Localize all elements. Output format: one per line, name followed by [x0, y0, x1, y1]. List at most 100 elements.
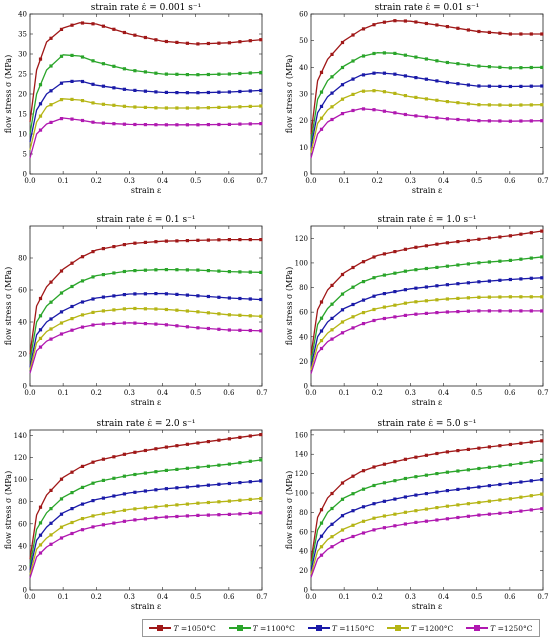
data-point [80, 118, 85, 123]
data-point [456, 26, 460, 30]
data-point [143, 506, 147, 510]
data-point [91, 514, 95, 518]
data-point [122, 87, 126, 91]
y-tick-label: 40 [18, 11, 27, 19]
data-point [206, 483, 210, 487]
chart-panel-2: strain rate ε̇ = 0.01 s⁻¹ 0.0 0.1 0.2 0.3 0.4… [285, 3, 549, 195]
legend-swatch-1050 [149, 624, 172, 632]
data-point [164, 504, 168, 508]
data-point [540, 119, 544, 123]
data-point [414, 245, 418, 249]
data-point [540, 32, 544, 36]
data-point [133, 122, 137, 127]
data-point [424, 453, 428, 457]
data-point [435, 490, 439, 494]
data-point [112, 86, 116, 90]
series-line-1 [29, 54, 263, 135]
x-tick-label: 0.5 [190, 389, 201, 397]
data-point [122, 492, 126, 496]
data-point [466, 468, 470, 472]
y-tick-label: 40 [18, 542, 27, 550]
data-point [361, 54, 366, 58]
data-point [227, 296, 231, 300]
data-point [217, 327, 221, 331]
data-point [403, 74, 407, 78]
data-point [498, 464, 502, 468]
data-point [456, 263, 460, 267]
data-point [351, 302, 355, 307]
data-point [38, 521, 43, 525]
data-point [424, 519, 428, 523]
data-point [487, 260, 491, 264]
data-point [403, 53, 407, 57]
chart-title: strain rate ε̇ = 0.1 s⁻¹ [97, 215, 196, 225]
data-point [227, 270, 231, 274]
data-point [122, 474, 126, 478]
data-point [361, 89, 366, 93]
data-point [330, 491, 334, 496]
x-tick-label: 0.0 [305, 593, 316, 601]
chart-title: strain rate ε̇ = 2.0 s⁻¹ [97, 419, 196, 429]
data-point [372, 108, 376, 112]
data-point [456, 310, 460, 314]
data-point [259, 270, 263, 274]
data-point [498, 444, 502, 448]
data-point [393, 460, 397, 464]
data-point [477, 280, 481, 284]
data-point [540, 276, 544, 280]
data-point [340, 514, 345, 518]
data-point [91, 59, 95, 63]
data-point [372, 516, 376, 520]
data-point [351, 285, 355, 289]
legend-swatch-1200 [387, 624, 410, 632]
data-point [133, 306, 137, 311]
data-point [217, 500, 221, 504]
data-point [154, 516, 158, 520]
series-line-1 [29, 268, 263, 361]
legend-prefix: T [331, 623, 337, 633]
data-point [175, 514, 179, 519]
data-point [456, 101, 460, 105]
data-point [70, 531, 74, 536]
plot-frame [29, 13, 263, 175]
data-point [424, 507, 428, 511]
data-point [466, 281, 470, 285]
data-point [445, 517, 449, 521]
data-point [91, 323, 95, 327]
data-point [206, 106, 210, 110]
data-point [259, 88, 263, 93]
data-point [112, 455, 116, 459]
x-tick-label: 0.2 [91, 389, 102, 397]
data-point [112, 27, 116, 31]
data-point [91, 82, 95, 86]
x-tick-label: 0.5 [471, 177, 482, 185]
y-tick-label: 20 [299, 358, 308, 366]
data-point [112, 245, 116, 249]
data-point [414, 268, 418, 272]
data-point [456, 117, 460, 122]
data-point [70, 317, 74, 321]
data-point [340, 97, 345, 101]
data-point [519, 257, 523, 261]
data-point [175, 106, 179, 110]
data-point [196, 465, 200, 469]
data-point [414, 286, 418, 290]
x-tick-label: 0.4 [438, 177, 450, 185]
data-point [185, 123, 189, 127]
data-point [477, 119, 481, 123]
data-point [540, 478, 544, 482]
data-point [508, 258, 512, 262]
data-point [185, 325, 189, 329]
data-point [529, 295, 533, 299]
data-point [340, 292, 345, 296]
data-point [259, 70, 263, 75]
data-point [133, 269, 137, 273]
data-point [445, 241, 449, 245]
y-tick-label: 80 [299, 509, 308, 517]
data-point [519, 232, 523, 236]
data-point [519, 461, 523, 465]
data-point [49, 327, 53, 331]
legend-item: T =1100°C [228, 624, 295, 633]
data-point [133, 518, 137, 522]
data-point [185, 106, 189, 110]
